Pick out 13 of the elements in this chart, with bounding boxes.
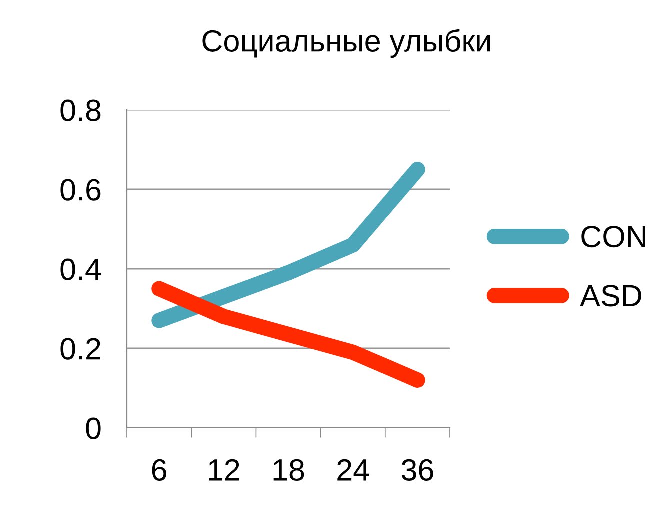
y-tick-label: 0: [86, 418, 101, 440]
x-tick-label: 36: [402, 459, 434, 481]
legend-label: ASD: [580, 285, 642, 307]
x-tick-label: 12: [209, 459, 240, 481]
y-tick-label: 0.6: [60, 179, 101, 201]
chart-title: Социальные улыбки: [202, 29, 490, 58]
x-tick-label: 6: [152, 459, 166, 481]
y-tick-label: 0.2: [60, 338, 100, 360]
legend-label: CON: [582, 226, 646, 248]
y-tick-label: 0.4: [60, 258, 102, 280]
x-tick-label: 24: [338, 459, 370, 481]
y-tick-label: 0.8: [60, 100, 101, 122]
x-tick-label: 18: [274, 459, 304, 481]
